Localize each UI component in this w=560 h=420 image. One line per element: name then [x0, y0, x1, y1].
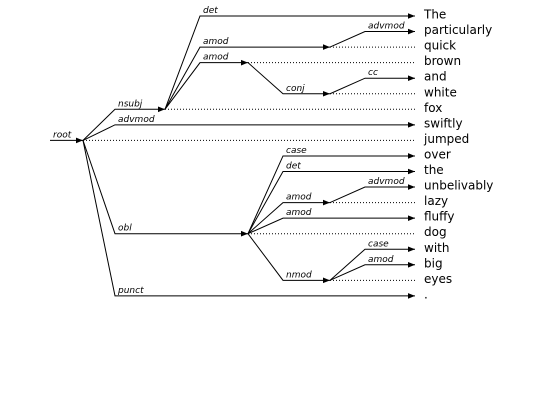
- word: with: [424, 241, 449, 255]
- dependency-arc: [247, 233, 330, 284]
- relation-label: amod: [368, 255, 394, 265]
- word: white: [424, 85, 457, 99]
- relation-label: nmod: [286, 270, 312, 280]
- relation-label: case: [368, 239, 389, 249]
- relation-label: advmod: [368, 22, 405, 32]
- word: dog: [424, 225, 447, 239]
- dependency-arc: [164, 44, 330, 110]
- relation-label: conj: [286, 84, 305, 94]
- word: unbelivably: [424, 179, 493, 193]
- dependency-arc: [329, 28, 415, 48]
- dependency-arc: [329, 261, 415, 281]
- word: brown: [424, 54, 461, 68]
- relation-label: root: [53, 130, 72, 140]
- relation-label: amod: [286, 193, 312, 203]
- dependency-arc: [247, 215, 415, 235]
- word: over: [424, 147, 451, 161]
- dependency-arc: [329, 246, 415, 281]
- word: the: [424, 163, 444, 177]
- dependency-arc: [247, 62, 330, 97]
- dependency-arc: [164, 59, 248, 110]
- relation-label: nsubj: [118, 99, 143, 109]
- relation-label: case: [286, 146, 307, 156]
- relation-label: punct: [117, 286, 144, 296]
- word: The: [423, 8, 446, 22]
- dependency-arc: [247, 168, 415, 234]
- relation-label: amod: [203, 53, 229, 63]
- word: quick: [424, 39, 456, 53]
- word: swiftly: [424, 116, 463, 130]
- relation-label: obl: [118, 224, 132, 234]
- word: fox: [424, 101, 442, 115]
- word: .: [424, 287, 428, 301]
- word: big: [424, 256, 443, 270]
- dependency-arc: [247, 199, 330, 235]
- dependency-arc: [82, 140, 248, 237]
- word: and: [424, 70, 447, 84]
- relation-label: det: [286, 162, 301, 172]
- dependency-arc: [329, 184, 415, 204]
- dependency-arc: [82, 140, 415, 299]
- relation-label: amod: [286, 208, 312, 218]
- relation-label: advmod: [118, 115, 155, 125]
- word: particularly: [424, 23, 492, 37]
- word: fluffy: [424, 210, 455, 224]
- relation-label: det: [203, 6, 218, 16]
- word: jumped: [423, 132, 469, 146]
- relation-label: cc: [368, 68, 378, 78]
- dependency-arc: [82, 106, 165, 141]
- dependency-arc: [329, 75, 415, 95]
- relation-label: amod: [203, 37, 229, 47]
- dependency-arc: [247, 153, 415, 234]
- word: eyes: [424, 272, 452, 286]
- dependency-arc: [82, 122, 415, 141]
- dependency-arc: [164, 13, 415, 110]
- word: lazy: [424, 194, 448, 208]
- relation-label: advmod: [368, 177, 405, 187]
